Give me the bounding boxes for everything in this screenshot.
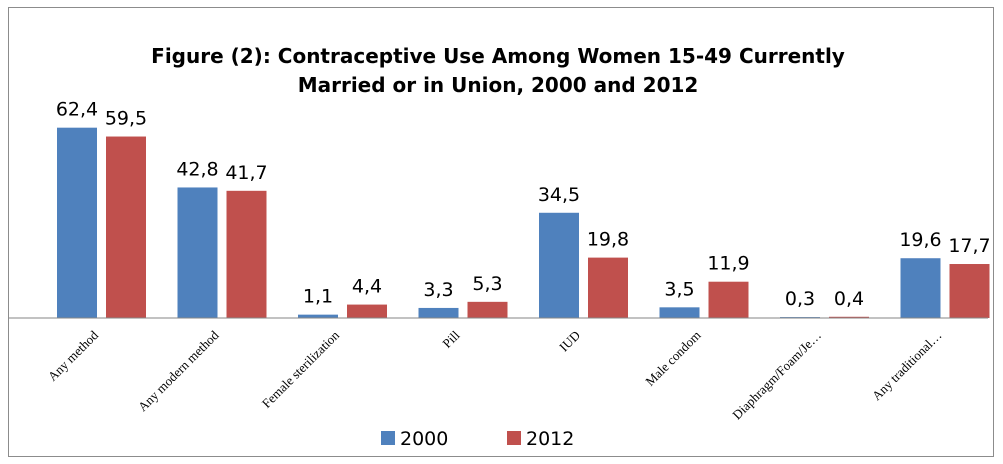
category-label-4: IUD xyxy=(556,328,583,355)
data-label-2012-5: 11,9 xyxy=(707,253,749,275)
bar-2012-3 xyxy=(467,301,508,318)
category-label-7: Any traditional… xyxy=(869,328,945,404)
bar-2012-4 xyxy=(588,257,628,318)
chart-title-line-2: Married or in Union, 2000 and 2012 xyxy=(298,73,699,97)
category-labels-layer: Any method Any modern method Female steril… xyxy=(45,327,945,422)
category-label-1: Any modern method xyxy=(135,327,222,414)
data-label-2012-3: 5,3 xyxy=(472,273,502,295)
category-label-2: Female sterilization xyxy=(259,327,343,411)
data-label-2012-6: 0,4 xyxy=(834,288,864,310)
bar-2000-7 xyxy=(900,258,941,318)
legend: 2000 2012 xyxy=(381,428,574,450)
data-label-2000-4: 34,5 xyxy=(538,184,580,206)
legend-label-2000: 2000 xyxy=(400,428,448,450)
data-label-2000-5: 3,5 xyxy=(664,278,694,300)
chart-title-line-1: Figure (2): Contraceptive Use Among Wome… xyxy=(151,44,845,68)
data-label-2000-0: 62,4 xyxy=(56,99,98,121)
data-label-2012-4: 19,8 xyxy=(587,229,629,251)
bar-2000-5 xyxy=(659,307,700,318)
data-label-2012-1: 41,7 xyxy=(225,162,267,184)
data-labels-layer: 62,4 59,5 42,8 41,7 1,1 4,4 3,3 5,3 34,5 19,8 3,5 1… xyxy=(56,99,991,310)
legend-swatch-2012 xyxy=(507,431,521,445)
bars-layer xyxy=(57,127,990,319)
bar-2012-7 xyxy=(949,264,990,318)
category-label-6: Diaphragm/Foam/Je… xyxy=(729,328,824,423)
data-label-2000-2: 1,1 xyxy=(303,286,333,308)
data-label-2012-7: 17,7 xyxy=(948,235,990,257)
data-label-2000-1: 42,8 xyxy=(176,158,218,180)
bar-2012-0 xyxy=(106,136,146,318)
bar-2012-1 xyxy=(226,190,267,318)
legend-label-2012: 2012 xyxy=(526,428,574,450)
category-label-0: Any method xyxy=(45,327,102,384)
bar-2000-3 xyxy=(418,307,459,318)
data-label-2000-6: 0,3 xyxy=(785,288,815,310)
data-label-2012-2: 4,4 xyxy=(352,276,382,298)
legend-swatch-2000 xyxy=(381,431,395,445)
bar-2000-1 xyxy=(177,187,218,318)
data-label-2000-7: 19,6 xyxy=(899,229,941,251)
category-label-3: Pill xyxy=(439,327,463,351)
data-label-2012-0: 59,5 xyxy=(105,108,147,130)
bar-2012-6 xyxy=(829,316,869,318)
bar-2012-5 xyxy=(708,281,749,318)
bar-2012-2 xyxy=(347,304,387,318)
bar-2000-4 xyxy=(539,212,579,318)
bar-2000-2 xyxy=(298,314,338,318)
chart-frame: Figure (2): Contraceptive Use Among Wome… xyxy=(8,7,994,457)
bar-2000-0 xyxy=(57,127,97,319)
bar-chart: Figure (2): Contraceptive Use Among Wome… xyxy=(9,44,991,450)
category-label-5: Male condom xyxy=(642,328,703,389)
data-label-2000-3: 3,3 xyxy=(423,279,453,301)
